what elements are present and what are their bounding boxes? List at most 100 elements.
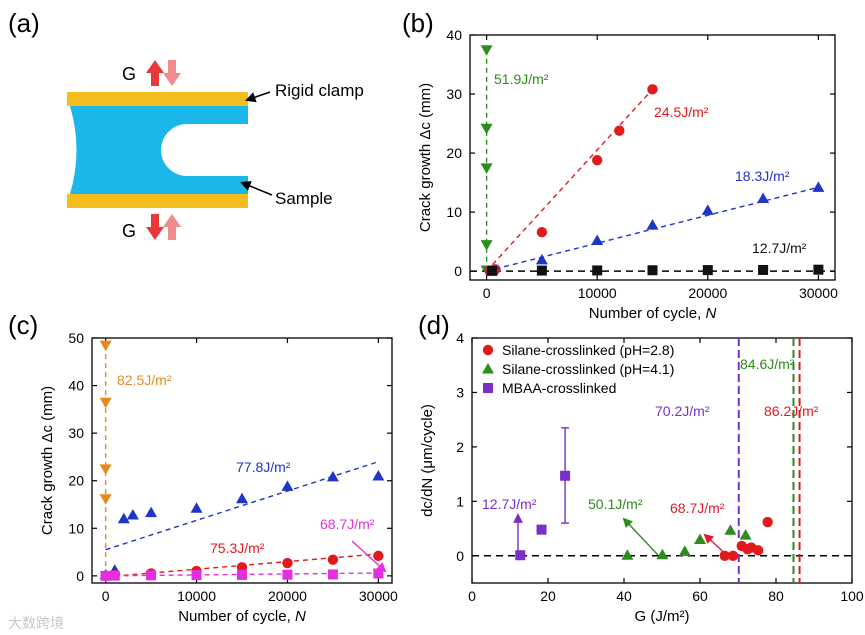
x-tick-label: 0	[483, 285, 491, 301]
y-axis-title: Crack growth Δc (mm)	[39, 386, 56, 535]
data-point	[621, 549, 634, 560]
arrow-down-icon	[146, 214, 164, 240]
data-point	[282, 569, 293, 580]
y-tick-label: 0	[76, 568, 84, 584]
x-tick-label: 20	[540, 588, 556, 604]
data-point	[117, 512, 130, 524]
data-point	[281, 480, 294, 491]
x-tick-label: 20000	[268, 588, 307, 604]
threshold-label: 86.2J/m²	[764, 403, 819, 419]
data-point	[326, 470, 339, 482]
series-label: 18.3J/m²	[735, 168, 790, 184]
series-silane-crosslinked-ph-2-8-	[719, 516, 773, 561]
x-tick-label: 0	[102, 588, 110, 604]
sample-label: Sample	[275, 189, 333, 208]
data-point	[592, 265, 603, 276]
series-silane-crosslinked-ph-4-1-	[621, 524, 752, 560]
bottom-rigid-clamp	[67, 194, 248, 208]
sample-pointer	[240, 181, 273, 196]
y-axis-title: dc/dN (μm/cycle)	[419, 404, 436, 517]
data-point	[724, 524, 737, 535]
annotation-label: 12.7J/m²	[482, 496, 537, 512]
x-tick-label: 20000	[688, 285, 727, 301]
x-tick-label: 0	[468, 588, 476, 604]
arrow-up-icon	[163, 214, 181, 240]
data-point	[146, 570, 157, 581]
fit-line	[486, 88, 654, 272]
legend: Silane-crosslinked (pH=2.8) Silane-crossl…	[482, 342, 674, 396]
data-point	[813, 264, 824, 275]
series-label: 51.9J/m²	[494, 71, 549, 87]
series-label: 12.7J/m²	[752, 240, 807, 256]
x-axis-title: G (J/m²)	[635, 608, 690, 625]
annotation-label: 50.1J/m²	[588, 496, 643, 512]
data-point	[727, 550, 739, 561]
series-label: 82.5J/m²	[117, 372, 172, 388]
top-rigid-clamp	[67, 92, 248, 106]
series-18-3j-m-	[486, 181, 825, 276]
x-tick-label: 10000	[177, 588, 216, 604]
data-point	[694, 533, 706, 544]
data-point	[591, 234, 604, 245]
data-point	[327, 569, 338, 580]
panel-label-d: (d)	[418, 310, 450, 340]
data-point	[536, 265, 547, 276]
y-tick-label: 4	[456, 330, 464, 346]
data-point	[327, 554, 339, 565]
panel-label-b: (b)	[402, 8, 434, 38]
schematic-panel: (a) G G Rigid clamp Sample	[8, 8, 364, 241]
legend-marker	[483, 383, 493, 393]
data-point	[719, 550, 730, 561]
series-68-7j-m-	[100, 568, 384, 581]
annotation-arrow	[622, 517, 659, 556]
data-point	[99, 464, 112, 475]
data-point	[591, 154, 603, 166]
data-point	[145, 506, 158, 518]
gel-sample	[70, 106, 248, 194]
legend-label: MBAA-crosslinked	[502, 380, 616, 396]
y-tick-label: 3	[456, 384, 464, 400]
top-force-label: G	[122, 64, 136, 84]
data-point	[757, 192, 770, 204]
x-tick-label: 100	[840, 588, 864, 604]
legend-label: Silane-crosslinked (pH=2.8)	[502, 342, 674, 358]
bottom-force-arrows: G	[122, 214, 181, 241]
data-point	[656, 548, 669, 560]
series-77-8j-m-	[99, 461, 385, 580]
x-tick-label: 30000	[799, 285, 838, 301]
y-tick-label: 20	[68, 473, 84, 489]
data-point	[480, 240, 493, 251]
data-point	[758, 264, 769, 275]
bottom-force-label: G	[122, 221, 136, 241]
watermark: 大数跨境	[8, 615, 64, 631]
data-point	[191, 570, 202, 581]
data-point	[99, 494, 112, 505]
series-12-7j-m-	[487, 264, 824, 276]
arrow-up-icon	[146, 60, 164, 86]
chart-panel-d: (d) 0 20 40 60 80 100 0 1 2 3 4 G (J/m²) dc/dN (μm/cy…	[418, 310, 864, 625]
legend-marker	[482, 344, 494, 356]
data-point	[126, 508, 139, 520]
threshold-label: 84.6J/m²	[740, 356, 795, 372]
chart-panel-c: (c) 0 10000 20000 30000 0 10 20 30 40 50 Number of …	[8, 310, 398, 625]
y-tick-label: 10	[446, 204, 462, 220]
data-point	[480, 163, 493, 174]
x-tick-label: 30000	[359, 588, 398, 604]
y-tick-label: 40	[446, 27, 462, 43]
data-point	[762, 516, 773, 528]
data-point	[487, 265, 498, 276]
data-point	[752, 545, 764, 556]
panel-label-c: (c)	[8, 310, 38, 340]
x-tick-label: 10000	[578, 285, 617, 301]
threshold-label: 70.2J/m²	[655, 403, 710, 419]
series-24-5j-m-	[484, 84, 658, 276]
legend-marker	[482, 363, 494, 374]
data-point	[236, 492, 248, 504]
annotation-label: 68.7J/m²	[670, 500, 725, 516]
series-label: 24.5J/m²	[654, 104, 709, 120]
data-point	[536, 524, 547, 535]
chart-panel-b: (b) 0 10000 20000 30000 0 10 20 30 40 Number of cy…	[402, 8, 838, 322]
data-point	[373, 550, 384, 562]
y-tick-label: 30	[446, 86, 462, 102]
data-point	[535, 253, 548, 265]
